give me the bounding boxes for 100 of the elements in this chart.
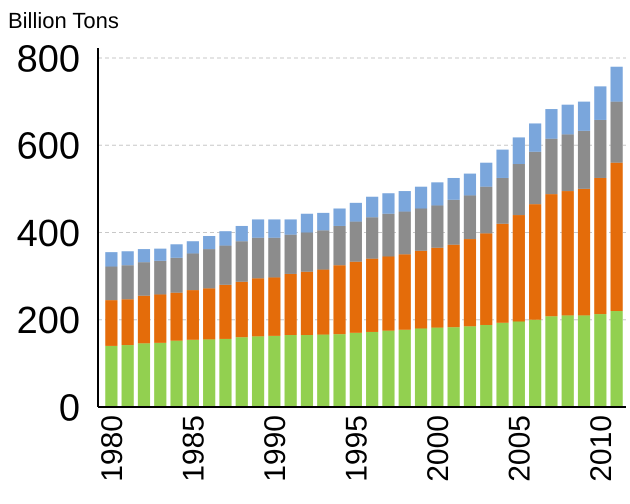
bar (464, 174, 476, 196)
y-tick-label: 0 (58, 387, 80, 430)
bar (186, 340, 199, 407)
bar (529, 204, 542, 320)
bar (317, 212, 330, 230)
bar (268, 336, 280, 407)
bar (496, 150, 509, 178)
bar (105, 252, 118, 267)
bar (170, 292, 183, 341)
bar (529, 152, 542, 204)
bar (610, 102, 623, 163)
bar (252, 238, 264, 278)
bar (512, 215, 525, 322)
bar (284, 219, 297, 235)
bar (529, 320, 542, 407)
bar (122, 345, 134, 407)
bar (122, 265, 134, 300)
bar (333, 226, 346, 266)
bar (186, 290, 199, 340)
bar (122, 299, 134, 346)
y-tick-label: 400 (16, 212, 80, 255)
bar (350, 222, 362, 262)
bar (529, 123, 542, 152)
bar (333, 208, 346, 226)
bar (578, 188, 590, 316)
bar (236, 337, 248, 407)
bar (105, 346, 118, 407)
bar (284, 335, 297, 407)
bar (219, 246, 232, 285)
bar (496, 224, 509, 323)
bar (545, 109, 558, 139)
bar (300, 232, 314, 272)
bar (610, 162, 623, 312)
bar (398, 254, 411, 330)
bar (105, 266, 118, 300)
bar (219, 231, 232, 246)
bar (252, 219, 264, 238)
bar (203, 339, 216, 407)
y-tick-label: 800 (16, 38, 80, 80)
bar (333, 334, 346, 407)
x-tick-label: 1985 (177, 415, 210, 482)
bar (464, 195, 476, 240)
bar (610, 66, 623, 102)
bar (448, 327, 460, 407)
bar (594, 314, 606, 407)
bar (203, 249, 216, 288)
bar (350, 262, 362, 333)
bar (496, 322, 509, 407)
bar (545, 138, 558, 194)
bar (252, 336, 264, 407)
bar (512, 137, 525, 164)
bar (480, 186, 492, 234)
bar (203, 236, 216, 250)
bar (105, 300, 118, 346)
bar (366, 196, 378, 218)
bar (545, 194, 558, 316)
bar (170, 340, 183, 407)
bar (562, 315, 574, 407)
y-tick-label: 600 (16, 126, 80, 168)
bar (578, 102, 590, 131)
bar (431, 248, 444, 328)
bar (350, 332, 362, 407)
bar (186, 241, 199, 254)
bar (300, 272, 314, 336)
bar (350, 202, 362, 222)
bar (154, 248, 166, 261)
bar (578, 315, 590, 407)
x-tick-label: 1980 (96, 415, 129, 482)
bar (122, 251, 134, 266)
bar (431, 205, 444, 248)
bar (562, 104, 574, 134)
bar (382, 214, 395, 256)
bar (154, 294, 166, 343)
bar (284, 234, 297, 274)
bar (578, 130, 590, 189)
bar (170, 258, 183, 293)
bar (398, 212, 411, 254)
bar (219, 284, 232, 339)
bar (317, 230, 330, 270)
bar (414, 328, 428, 407)
x-tick-label: 2005 (503, 415, 536, 482)
bar (512, 164, 525, 216)
bar (154, 342, 166, 407)
bar (464, 239, 476, 326)
bar (138, 249, 150, 262)
bar (464, 326, 476, 407)
bar (448, 178, 460, 200)
bar (448, 244, 460, 328)
bar (414, 186, 428, 209)
bar (431, 328, 444, 407)
bar (414, 208, 428, 251)
y-tick-label: 200 (16, 300, 80, 342)
bar (268, 219, 280, 238)
bar (366, 332, 378, 407)
bar (300, 335, 314, 407)
bar (480, 162, 492, 187)
bar (398, 191, 411, 212)
bar (170, 244, 183, 258)
bar (610, 311, 623, 407)
bar (594, 178, 606, 314)
